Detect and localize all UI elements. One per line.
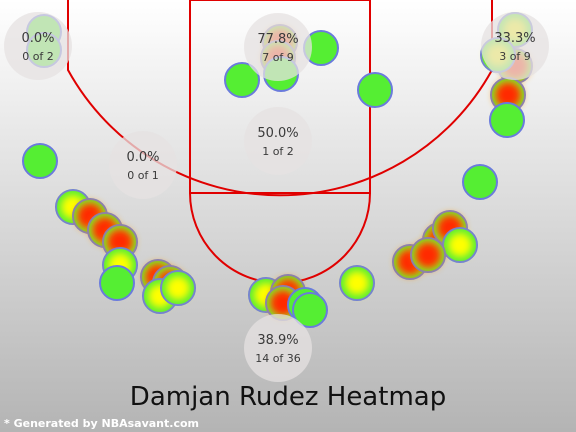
zone-made-attempts: 7 of 9 xyxy=(262,51,294,64)
zone-left-corner-3: 0.0% 0 of 2 xyxy=(4,12,72,80)
shot-spot xyxy=(99,265,135,301)
zone-bubble xyxy=(481,12,549,80)
zone-percentage: 50.0% xyxy=(257,126,298,141)
zone-labels: 0.0% 0 of 2 77.8% 7 of 9 33.3% 3 of 9 0.0% 0 of… xyxy=(4,12,549,382)
zone-right-corner-3: 33.3% 3 of 9 xyxy=(481,12,549,80)
zone-bubble xyxy=(244,314,312,382)
zone-made-attempts: 3 of 9 xyxy=(499,50,531,63)
shot-heat xyxy=(166,276,190,300)
chart-title: Damjan Rudez Heatmap xyxy=(129,382,447,412)
shot-heat xyxy=(448,233,472,257)
zone-made-attempts: 1 of 2 xyxy=(262,145,294,158)
shot-spot xyxy=(462,164,498,200)
zone-bubble xyxy=(244,107,312,175)
zone-above-the-break-3: 38.9% 14 of 36 xyxy=(244,314,312,382)
shot-spot xyxy=(224,62,260,98)
zone-paint: 77.8% 7 of 9 xyxy=(244,13,312,81)
zone-bubble xyxy=(244,13,312,81)
zone-percentage: 38.9% xyxy=(257,333,298,348)
zone-percentage: 0.0% xyxy=(21,31,54,46)
zone-made-attempts: 0 of 2 xyxy=(22,50,54,63)
zone-percentage: 0.0% xyxy=(126,150,159,165)
zone-bubble xyxy=(109,131,177,199)
zone-left-midrange: 0.0% 0 of 1 xyxy=(109,131,177,199)
shot-spot xyxy=(357,72,393,108)
shot-spot xyxy=(489,102,525,138)
shot-heat xyxy=(415,242,441,268)
credit-text: * Generated by NBAsavant.com xyxy=(4,417,199,430)
zone-percentage: 33.3% xyxy=(494,31,535,46)
three-point-line xyxy=(67,0,493,197)
shot-heat xyxy=(345,271,369,295)
zone-bubble xyxy=(4,12,72,80)
shot-heat xyxy=(495,82,521,108)
zone-percentage: 77.8% xyxy=(257,32,298,47)
shot-spot xyxy=(292,292,328,328)
zone-made-attempts: 14 of 36 xyxy=(255,352,301,365)
zone-free-throw-midrange: 50.0% 1 of 2 xyxy=(244,107,312,175)
zone-made-attempts: 0 of 1 xyxy=(127,169,159,182)
shot-spot xyxy=(22,143,58,179)
